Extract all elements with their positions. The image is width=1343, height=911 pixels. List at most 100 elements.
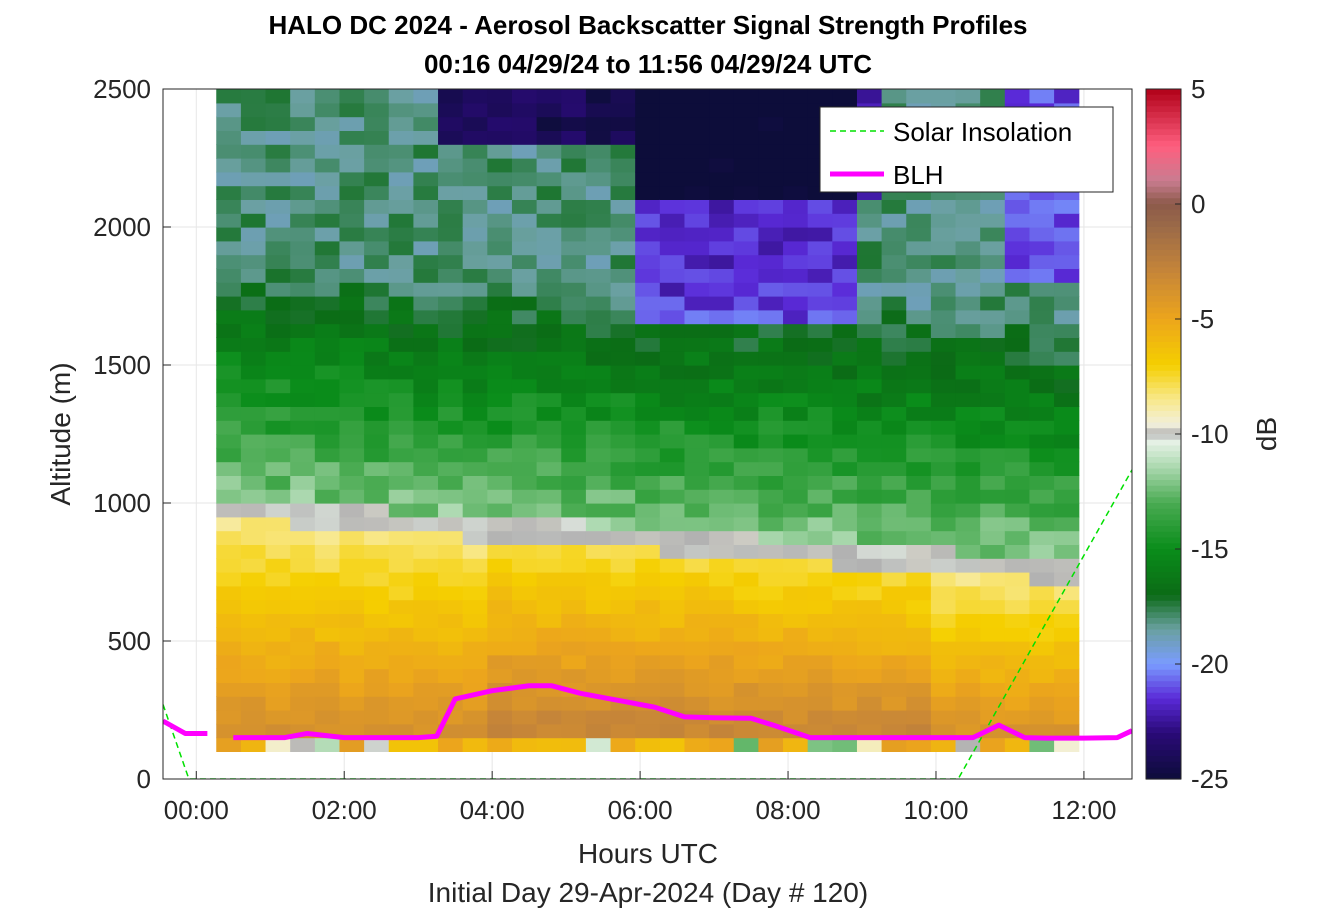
heatmap-cell [536, 530, 562, 545]
heatmap-cell [856, 351, 883, 366]
heatmap-cell [610, 254, 636, 269]
heatmap-cell [832, 654, 858, 670]
heatmap-cell [881, 544, 907, 559]
heatmap-cell [1004, 530, 1031, 545]
heatmap-cell [856, 475, 883, 490]
heatmap-cell [684, 696, 710, 711]
heatmap-cell [438, 613, 464, 628]
colorbar-segment [1146, 232, 1181, 240]
heatmap-cell [955, 240, 981, 256]
heatmap-cell [906, 199, 932, 214]
heatmap-cell [511, 516, 538, 532]
colorbar-segment [1146, 267, 1181, 274]
heatmap-cell [1004, 489, 1031, 504]
heatmap-cell [216, 558, 242, 573]
heatmap-cell [758, 158, 784, 173]
heatmap-cell [733, 461, 759, 476]
heatmap-cell [955, 668, 981, 683]
heatmap-cell [561, 627, 587, 642]
heatmap-cell [339, 365, 365, 380]
heatmap-cell [684, 130, 710, 145]
heatmap-cell [1029, 641, 1055, 656]
colorbar-segment [1146, 767, 1181, 774]
heatmap-cell [881, 461, 907, 476]
heatmap-cell [758, 144, 784, 159]
heatmap-cell [906, 737, 932, 752]
heatmap-cell [684, 171, 710, 187]
heatmap-cell [1004, 323, 1031, 338]
colorbar-segment [1146, 537, 1181, 544]
colorbar-tick-label: 5 [1191, 74, 1205, 104]
heatmap-cell [807, 475, 833, 490]
heatmap-cell [1054, 240, 1080, 256]
heatmap-cell [807, 641, 833, 656]
heatmap-cell [585, 199, 612, 214]
heatmap-cell [561, 654, 587, 670]
heatmap-cell [807, 461, 833, 476]
heatmap-cell [709, 130, 735, 145]
heatmap-cell [684, 323, 710, 338]
heatmap-cell [684, 654, 710, 670]
heatmap-cell [438, 282, 464, 297]
heatmap-cell [807, 434, 833, 449]
heatmap-cell [930, 309, 957, 325]
heatmap-cell [511, 116, 538, 131]
heatmap-cell [339, 613, 365, 628]
heatmap-cell [733, 282, 759, 297]
heatmap-cell [709, 585, 735, 601]
heatmap-cell [807, 323, 833, 338]
heatmap-cell [438, 213, 464, 228]
heatmap-cell [511, 378, 538, 394]
heatmap-cell [388, 503, 414, 518]
heatmap-cell [684, 296, 710, 311]
heatmap-cell [290, 503, 316, 518]
heatmap-cell [413, 309, 439, 325]
heatmap-cell [561, 599, 587, 614]
heatmap-cell [980, 296, 1006, 311]
heatmap-cell [758, 475, 784, 490]
heatmap-cell [314, 558, 341, 573]
heatmap-cell [807, 627, 833, 642]
colorbar-segment [1146, 508, 1181, 516]
heatmap-cell [930, 572, 957, 587]
heatmap-cell [511, 171, 538, 187]
heatmap-cell [659, 89, 686, 104]
heatmap-cell [462, 309, 488, 325]
heatmap-cell [955, 378, 981, 394]
heatmap-cell [807, 682, 833, 697]
heatmap-cell [684, 475, 710, 490]
heatmap-cell [930, 378, 957, 394]
heatmap-cell [635, 240, 661, 256]
heatmap-cell [709, 558, 735, 573]
heatmap-cell [1004, 572, 1031, 587]
heatmap-cell [413, 737, 439, 752]
heatmap-cell [364, 227, 390, 242]
heatmap-cell [216, 254, 242, 269]
colorbar-segment [1146, 422, 1181, 429]
heatmap-cell [881, 696, 907, 711]
heatmap-cell [758, 392, 784, 407]
heatmap-cell [783, 240, 809, 256]
heatmap-cell [709, 185, 735, 200]
heatmap-cell [585, 351, 612, 366]
heatmap-cell [314, 199, 341, 214]
heatmap-cell [314, 185, 341, 200]
heatmap-cell [1004, 710, 1031, 725]
heatmap-cell [733, 213, 759, 228]
heatmap-cell [832, 489, 858, 504]
heatmap-cell [684, 572, 710, 587]
heatmap-cell [955, 254, 981, 269]
heatmap-cell [388, 378, 414, 394]
heatmap-cell [216, 696, 242, 711]
heatmap-cell [364, 641, 390, 656]
heatmap-cell [610, 268, 636, 283]
heatmap-cell [930, 365, 957, 380]
heatmap-cell [240, 365, 267, 380]
heatmap-cell [585, 268, 612, 283]
heatmap-cell [733, 572, 759, 587]
colorbar-segment [1146, 773, 1181, 780]
heatmap-cell [930, 585, 957, 601]
heatmap-cell [980, 337, 1006, 352]
heatmap-cell [635, 503, 661, 518]
